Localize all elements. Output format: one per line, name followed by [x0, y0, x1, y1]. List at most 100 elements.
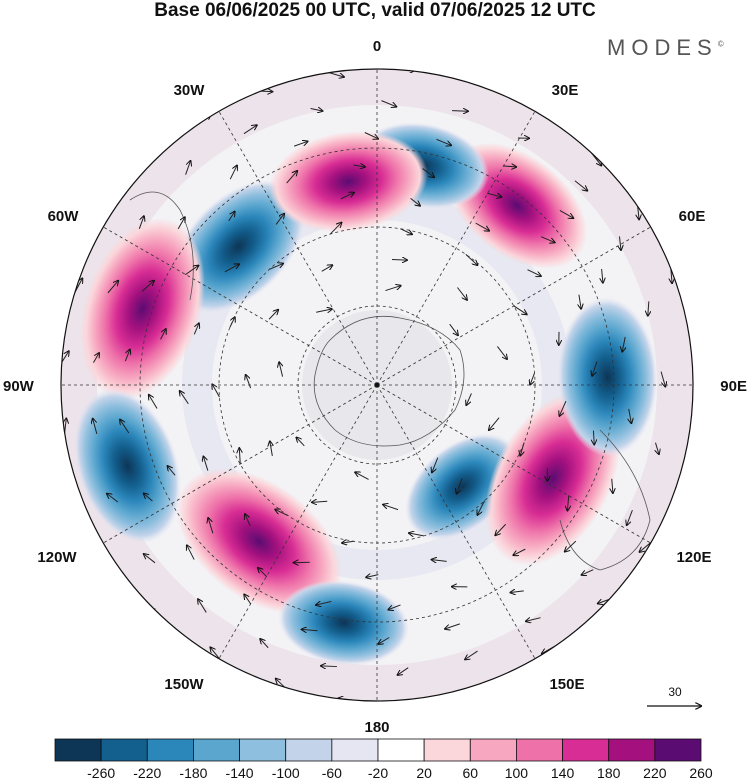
- wind-vector: [65, 419, 67, 433]
- wind-vector: [243, 125, 257, 135]
- wind-vector: [321, 265, 333, 272]
- meridian-line: [376, 111, 536, 386]
- wind-vector: [378, 637, 390, 644]
- wind-vector-layer: [61, 70, 693, 701]
- negative-anomaly-0: [171, 179, 306, 314]
- graticule: [61, 69, 693, 701]
- wind-vector: [93, 353, 99, 363]
- wind-vector: [622, 336, 625, 352]
- colorbar-tick-label: 20: [416, 765, 432, 781]
- logo-copyright-mark: ©: [717, 39, 724, 49]
- wind-vector: [293, 141, 307, 147]
- wind-vector: [270, 441, 272, 456]
- wind-vector: [245, 514, 251, 527]
- wind-vector: [691, 407, 693, 418]
- colorbar-swatch: [193, 738, 240, 762]
- wind-vector: [432, 457, 439, 473]
- wind-vector: [210, 647, 221, 660]
- wind-vector: [567, 495, 568, 510]
- wind-vector: [487, 192, 501, 197]
- colorbar-swatch: [469, 738, 517, 762]
- wind-vector: [452, 111, 468, 112]
- wind-vector: [316, 601, 332, 605]
- wind-vector: [638, 206, 639, 219]
- wind-vector: [260, 91, 272, 92]
- wind-vector: [177, 217, 185, 230]
- lon-label-150w: 150W: [164, 676, 204, 693]
- wind-vector: [93, 419, 98, 435]
- colorbar-tick-label: 140: [551, 765, 575, 781]
- lon-label-90e: 90E: [720, 378, 747, 395]
- wind-vector: [208, 518, 214, 534]
- lon-label-150e: 150E: [549, 676, 584, 693]
- colorbar-tick-label: -60: [322, 765, 342, 781]
- positive-anomaly-3: [176, 468, 342, 615]
- wind-vector: [469, 80, 483, 82]
- map-title: Base 06/06/2025 00 UTC, valid 07/06/2025…: [154, 0, 596, 21]
- wind-vector: [574, 180, 587, 191]
- wind-vector: [565, 540, 577, 551]
- wind-vector: [316, 309, 332, 312]
- wind-vector: [340, 193, 354, 200]
- colorbar-swatch: [146, 738, 194, 762]
- colorbar-swatch: [608, 738, 656, 762]
- wind-vector: [475, 222, 489, 231]
- wind-vector: [489, 417, 500, 430]
- wind-vector: [671, 268, 672, 283]
- lon-label-120e: 120E: [676, 549, 711, 566]
- colorbar-tick-label: 100: [505, 765, 529, 781]
- wind-vector: [398, 667, 409, 675]
- meridian-line: [218, 384, 378, 659]
- wind-vector: [648, 301, 649, 315]
- lon-label-60e: 60E: [679, 208, 706, 225]
- wind-vector: [355, 472, 369, 480]
- wind-vector: [279, 362, 282, 377]
- colorbar-swatch: [239, 738, 287, 762]
- wind-vector: [465, 650, 478, 659]
- wind-vector: [107, 281, 118, 294]
- wind-vector: [342, 541, 354, 543]
- colorbar-swatch: [54, 738, 102, 762]
- wind-vector: [582, 569, 594, 575]
- wind-vector: [593, 430, 594, 445]
- wind-vector: [244, 594, 252, 605]
- meridian-line: [376, 384, 651, 544]
- colorbar-tick-label: -100: [272, 765, 300, 781]
- wind-vector: [286, 171, 297, 184]
- colorbar-tick-label: -140: [226, 765, 254, 781]
- colorbar-swatch: [377, 738, 425, 762]
- wind-vector: [388, 604, 401, 610]
- colorbar: -260 -220 -180 -140 -100 -60 -20 20 60 100 140 180 2…: [54, 738, 713, 781]
- wind-vector: [540, 236, 555, 243]
- wind-vector: [260, 639, 269, 649]
- modes-logo: MODES©: [607, 35, 724, 61]
- wind-vector: [364, 132, 378, 138]
- wind-vector: [527, 269, 541, 276]
- lon-label-60w: 60W: [48, 208, 80, 225]
- wind-vector: [124, 350, 130, 362]
- colorbar-tick-label: -220: [133, 765, 161, 781]
- wind-vector: [193, 323, 199, 335]
- wind-vector: [400, 228, 412, 235]
- colorbar-tick-label: 60: [462, 765, 478, 781]
- wind-vector: [185, 161, 191, 175]
- wind-vector: [366, 575, 379, 578]
- wind-vector: [321, 666, 337, 667]
- lon-label-0: 0: [373, 38, 381, 55]
- wind-vector: [579, 294, 581, 309]
- wind-vector: [224, 264, 239, 273]
- wind-vector: [229, 166, 237, 180]
- lon-label-90w: 90W: [3, 378, 35, 395]
- map-border: [60, 68, 694, 702]
- wind-vector: [275, 214, 284, 225]
- wind-vector: [602, 268, 603, 283]
- lon-label-30e: 30E: [552, 82, 579, 99]
- south-pole-dot: [374, 382, 380, 388]
- wind-vector: [310, 108, 323, 111]
- wind-vector: [141, 281, 154, 292]
- meridian-line: [376, 384, 536, 659]
- wind-vector: [276, 679, 285, 688]
- wind-vector: [629, 408, 632, 423]
- wind-vector: [302, 629, 318, 630]
